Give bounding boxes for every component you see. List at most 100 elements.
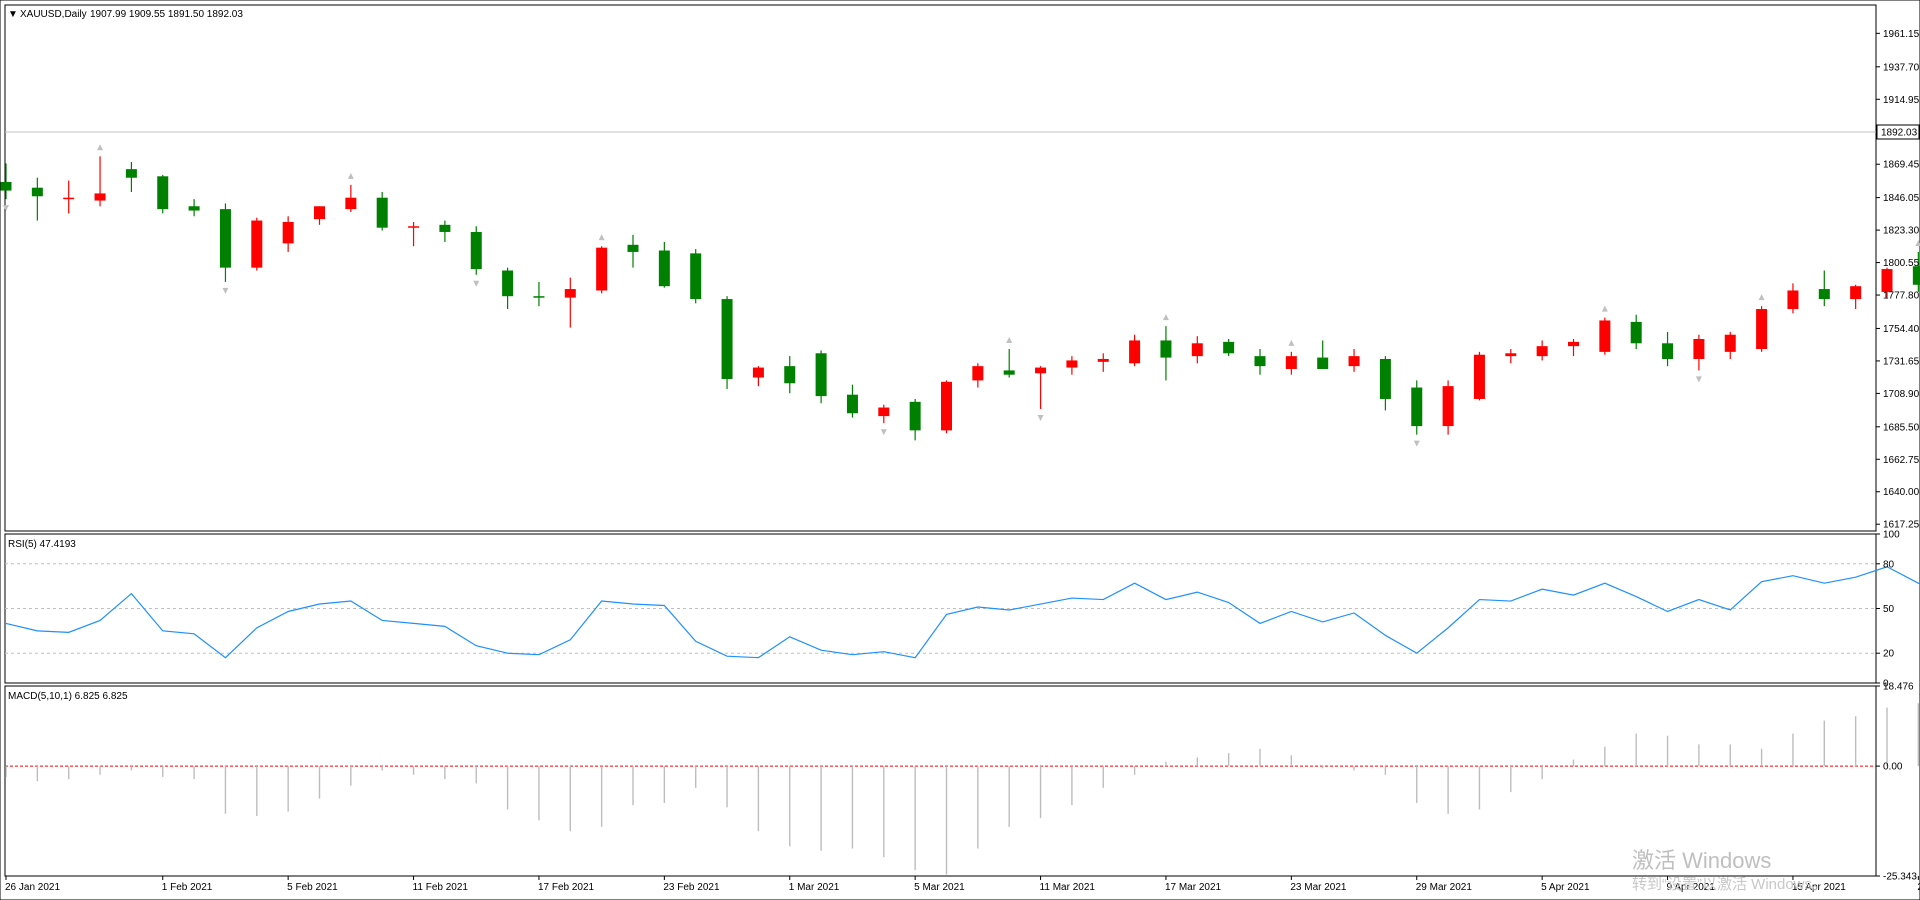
- candle: [972, 363, 984, 388]
- candle: [1693, 334, 1705, 371]
- candle-body: [1630, 321, 1642, 344]
- candle-body: [721, 299, 733, 379]
- candle-body: [596, 247, 608, 291]
- candle-body: [1348, 356, 1360, 367]
- candle: [1191, 336, 1203, 364]
- candle: [627, 234, 639, 268]
- candle: [1066, 356, 1078, 375]
- price-axis-label: 1937.70: [1883, 62, 1920, 73]
- candle-body: [1724, 334, 1736, 352]
- candle-body: [1568, 341, 1579, 347]
- candle-body: [658, 250, 670, 287]
- last-price-label: 1892.03: [1881, 127, 1918, 138]
- candle-body: [909, 401, 921, 431]
- fractal-up-icon: [1915, 239, 1920, 246]
- rsi-line: [5, 566, 1920, 659]
- fractal-down-icon: [1695, 376, 1702, 383]
- candle: [188, 199, 200, 217]
- candle-body: [1254, 356, 1266, 367]
- price-axis-label: 1662.75: [1883, 455, 1920, 466]
- candle-body: [63, 197, 75, 200]
- candle: [314, 206, 325, 225]
- candle: [31, 177, 43, 221]
- fractal-down-icon: [1037, 414, 1044, 421]
- candle: [1912, 251, 1920, 292]
- candle: [1348, 349, 1360, 372]
- date-axis-label: 23 Feb 2021: [663, 882, 720, 893]
- fractal-down-icon: [1413, 440, 1420, 447]
- activation-watermark-hint: 转到“设置”以激活 Windows。: [1632, 876, 1827, 893]
- candle: [1536, 340, 1548, 361]
- chart-ohlc: 1907.99 1909.55 1891.50 1892.03: [90, 9, 243, 20]
- candle: [282, 216, 294, 252]
- candle-body: [1003, 370, 1015, 375]
- candle: [1317, 340, 1329, 369]
- candle-body: [125, 169, 137, 178]
- candle: [94, 156, 106, 207]
- date-axis-label: 11 Feb 2021: [413, 882, 469, 893]
- date-axis-label: 9 Apr 2021: [1667, 882, 1716, 893]
- candle-body: [533, 296, 545, 298]
- candle: [1223, 339, 1235, 357]
- candle: [1724, 331, 1736, 359]
- candle: [846, 384, 858, 418]
- candle-body: [282, 221, 294, 244]
- rsi-axis-label: 80: [1883, 559, 1895, 570]
- candle: [1568, 339, 1579, 357]
- date-axis-label: 26 Jan 2021: [5, 882, 60, 893]
- date-axis-label: 15 Apr 2021: [1792, 882, 1846, 893]
- candle-body: [251, 220, 263, 268]
- last-price-badge: [1876, 124, 1920, 140]
- candle: [909, 398, 921, 441]
- candle-body: [1411, 387, 1423, 427]
- candle: [376, 191, 388, 231]
- candle: [658, 241, 670, 288]
- rsi-axis-label: 50: [1883, 604, 1895, 615]
- date-axis-label: 5 Feb 2021: [287, 882, 338, 893]
- date-axis-label: 1 Mar 2021: [789, 882, 840, 893]
- fractal-down-icon: [473, 280, 480, 287]
- candle: [219, 203, 231, 282]
- price-axis-label: 1754.40: [1883, 324, 1920, 335]
- candle: [1630, 314, 1642, 350]
- candle-body: [1317, 357, 1329, 369]
- price-axis-label: 1640.00: [1883, 487, 1920, 498]
- candle-body: [157, 176, 169, 210]
- fractal-up-icon: [598, 234, 605, 241]
- date-axis-label: 1 Feb 2021: [162, 882, 213, 893]
- candle-body: [627, 244, 639, 252]
- candle: [408, 221, 420, 247]
- candle-body: [1599, 320, 1611, 352]
- candle-body: [0, 181, 12, 191]
- candle-body: [1442, 386, 1454, 427]
- chart-symbol: XAUUSD,Daily: [20, 9, 87, 20]
- fractal-up-icon: [1162, 314, 1169, 321]
- candle-body: [1379, 358, 1391, 399]
- candle-body: [1850, 286, 1862, 300]
- candle-body: [815, 353, 827, 397]
- date-axis-label: 17 Feb 2021: [538, 882, 595, 893]
- candle: [63, 180, 75, 214]
- candle: [1379, 356, 1391, 411]
- candle: [125, 162, 137, 192]
- macd-axis-label: 0.00: [1883, 762, 1903, 773]
- candle-body: [1505, 353, 1517, 357]
- candle-body: [1285, 356, 1297, 369]
- candle-body: [1097, 358, 1109, 362]
- price-axis-label: 1685.50: [1883, 422, 1920, 433]
- date-axis-label: 5 Apr 2021: [1541, 882, 1590, 893]
- candle-body: [1881, 269, 1893, 292]
- dropdown-arrow-icon[interactable]: ▼: [8, 9, 18, 20]
- macd-panel-frame: [4, 685, 1877, 877]
- price-axis-label: 1961.15: [1883, 29, 1920, 40]
- price-panel-frame: [4, 4, 1877, 532]
- price-axis-label: 1869.45: [1883, 160, 1920, 171]
- fractal-up-icon: [1601, 305, 1608, 312]
- date-axis-label: 23 Mar 2021: [1290, 882, 1347, 893]
- candle-body: [502, 270, 514, 297]
- candle: [690, 249, 702, 304]
- date-axis-label: 17 Mar 2021: [1165, 882, 1222, 893]
- candle-body: [408, 226, 420, 228]
